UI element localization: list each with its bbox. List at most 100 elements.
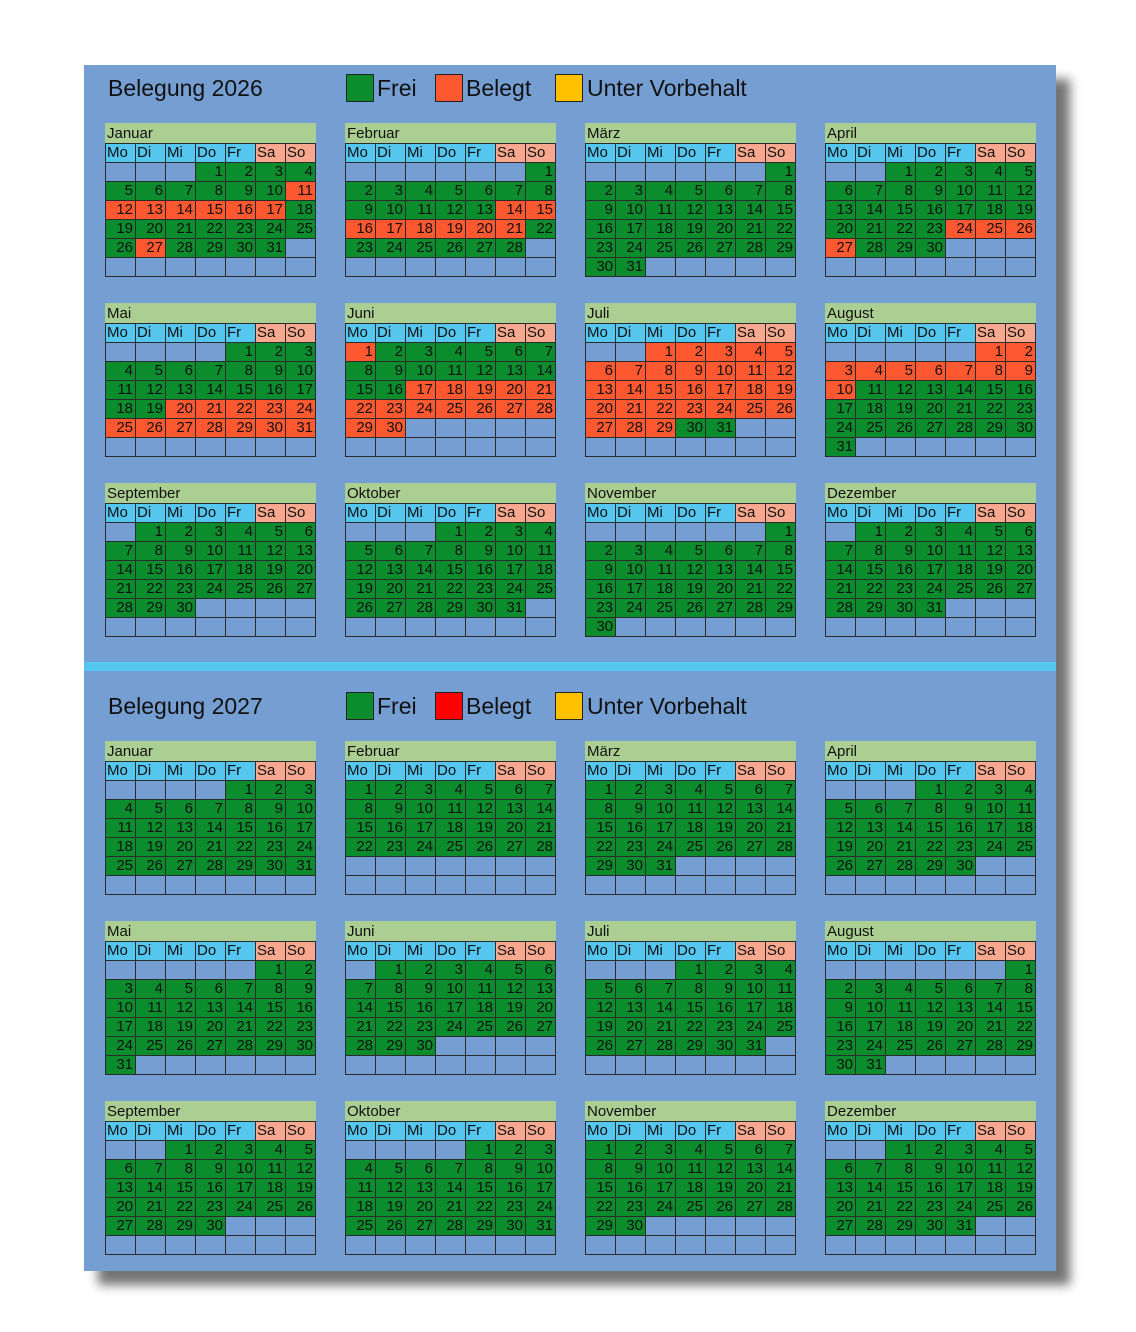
- day-cell-free[interactable]: 11: [435, 361, 466, 381]
- day-cell-free[interactable]: 16: [615, 1178, 646, 1198]
- day-cell-busy[interactable]: 1: [645, 342, 676, 362]
- day-cell-free[interactable]: 1: [855, 522, 886, 542]
- day-cell-free[interactable]: 16: [195, 1178, 226, 1198]
- day-cell-free[interactable]: 24: [405, 837, 436, 857]
- day-cell-free[interactable]: 19: [705, 818, 736, 838]
- day-cell-free[interactable]: 20: [945, 1017, 976, 1037]
- day-cell-free[interactable]: 3: [645, 1140, 676, 1160]
- day-cell-free[interactable]: 19: [915, 1017, 946, 1037]
- day-cell-free[interactable]: 1: [255, 960, 286, 980]
- day-cell-free[interactable]: 23: [615, 1197, 646, 1217]
- day-cell-free[interactable]: 3: [495, 522, 526, 542]
- day-cell-free[interactable]: 3: [195, 522, 226, 542]
- day-cell-free[interactable]: 16: [1005, 380, 1036, 400]
- day-cell-free[interactable]: 11: [435, 799, 466, 819]
- day-cell-free[interactable]: 9: [255, 361, 286, 381]
- day-cell-busy[interactable]: 21: [495, 219, 526, 239]
- day-cell-free[interactable]: 29: [435, 598, 466, 618]
- day-cell-free[interactable]: 24: [195, 579, 226, 599]
- day-cell-free[interactable]: 16: [465, 560, 496, 580]
- day-cell-free[interactable]: 6: [945, 979, 976, 999]
- day-cell-free[interactable]: 30: [615, 856, 646, 876]
- day-cell-free[interactable]: 8: [1005, 979, 1036, 999]
- day-cell-free[interactable]: 4: [105, 799, 136, 819]
- day-cell-free[interactable]: 17: [525, 1178, 556, 1198]
- day-cell-free[interactable]: 6: [375, 541, 406, 561]
- day-cell-free[interactable]: 8: [375, 979, 406, 999]
- day-cell-free[interactable]: 4: [645, 181, 676, 201]
- day-cell-free[interactable]: 24: [525, 1197, 556, 1217]
- day-cell-free[interactable]: 8: [855, 541, 886, 561]
- day-cell-free[interactable]: 20: [915, 399, 946, 419]
- day-cell-free[interactable]: 9: [495, 1159, 526, 1179]
- day-cell-free[interactable]: 12: [885, 380, 916, 400]
- day-cell-free[interactable]: 11: [855, 380, 886, 400]
- day-cell-free[interactable]: 14: [135, 1178, 166, 1198]
- day-cell-free[interactable]: 10: [855, 998, 886, 1018]
- day-cell-free[interactable]: 5: [375, 1159, 406, 1179]
- day-cell-free[interactable]: 6: [705, 541, 736, 561]
- day-cell-free[interactable]: 17: [495, 560, 526, 580]
- day-cell-free[interactable]: 31: [645, 856, 676, 876]
- day-cell-free[interactable]: 15: [915, 818, 946, 838]
- day-cell-busy[interactable]: 4: [855, 361, 886, 381]
- day-cell-free[interactable]: 11: [765, 979, 796, 999]
- day-cell-free[interactable]: 18: [135, 1017, 166, 1037]
- day-cell-free[interactable]: 25: [945, 579, 976, 599]
- day-cell-busy[interactable]: 26: [1005, 219, 1036, 239]
- day-cell-free[interactable]: 16: [375, 818, 406, 838]
- day-cell-free[interactable]: 22: [885, 1197, 916, 1217]
- day-cell-free[interactable]: 5: [705, 1140, 736, 1160]
- day-cell-free[interactable]: 2: [945, 780, 976, 800]
- day-cell-free[interactable]: 2: [915, 162, 946, 182]
- day-cell-busy[interactable]: 15: [195, 200, 226, 220]
- day-cell-busy[interactable]: 13: [135, 200, 166, 220]
- day-cell-free[interactable]: 16: [705, 998, 736, 1018]
- day-cell-free[interactable]: 25: [885, 1036, 916, 1056]
- day-cell-free[interactable]: 27: [195, 1036, 226, 1056]
- day-cell-busy[interactable]: 21: [195, 399, 226, 419]
- day-cell-free[interactable]: 21: [435, 1197, 466, 1217]
- day-cell-free[interactable]: 6: [165, 361, 196, 381]
- day-cell-busy[interactable]: 26: [465, 399, 496, 419]
- day-cell-free[interactable]: 25: [225, 579, 256, 599]
- day-cell-free[interactable]: 22: [525, 219, 556, 239]
- day-cell-free[interactable]: 9: [615, 1159, 646, 1179]
- day-cell-free[interactable]: 22: [885, 219, 916, 239]
- day-cell-free[interactable]: 14: [945, 380, 976, 400]
- day-cell-free[interactable]: 31: [855, 1055, 886, 1075]
- day-cell-free[interactable]: 5: [825, 799, 856, 819]
- day-cell-free[interactable]: 24: [945, 1197, 976, 1217]
- day-cell-free[interactable]: 17: [825, 399, 856, 419]
- day-cell-busy[interactable]: 2: [1005, 342, 1036, 362]
- day-cell-free[interactable]: 28: [345, 1036, 376, 1056]
- day-cell-busy[interactable]: 11: [735, 361, 766, 381]
- day-cell-free[interactable]: 29: [855, 598, 886, 618]
- day-cell-free[interactable]: 27: [105, 1216, 136, 1236]
- day-cell-free[interactable]: 6: [465, 181, 496, 201]
- day-cell-free[interactable]: 29: [165, 1216, 196, 1236]
- day-cell-free[interactable]: 10: [525, 1159, 556, 1179]
- day-cell-free[interactable]: 20: [735, 818, 766, 838]
- day-cell-free[interactable]: 4: [465, 960, 496, 980]
- day-cell-free[interactable]: 19: [495, 998, 526, 1018]
- day-cell-free[interactable]: 22: [585, 837, 616, 857]
- day-cell-free[interactable]: 22: [465, 1197, 496, 1217]
- day-cell-free[interactable]: 22: [585, 1197, 616, 1217]
- day-cell-free[interactable]: 25: [675, 1197, 706, 1217]
- day-cell-free[interactable]: 28: [105, 598, 136, 618]
- day-cell-free[interactable]: 7: [195, 799, 226, 819]
- day-cell-free[interactable]: 24: [645, 1197, 676, 1217]
- day-cell-free[interactable]: 3: [945, 162, 976, 182]
- day-cell-free[interactable]: 10: [435, 979, 466, 999]
- day-cell-free[interactable]: 15: [465, 1178, 496, 1198]
- day-cell-free[interactable]: 24: [495, 579, 526, 599]
- day-cell-free[interactable]: 23: [225, 219, 256, 239]
- day-cell-free[interactable]: 8: [255, 979, 286, 999]
- day-cell-free[interactable]: 18: [525, 560, 556, 580]
- day-cell-free[interactable]: 9: [405, 979, 436, 999]
- day-cell-free[interactable]: 22: [255, 1017, 286, 1037]
- day-cell-free[interactable]: 31: [495, 598, 526, 618]
- day-cell-busy[interactable]: 19: [435, 219, 466, 239]
- day-cell-free[interactable]: 2: [885, 522, 916, 542]
